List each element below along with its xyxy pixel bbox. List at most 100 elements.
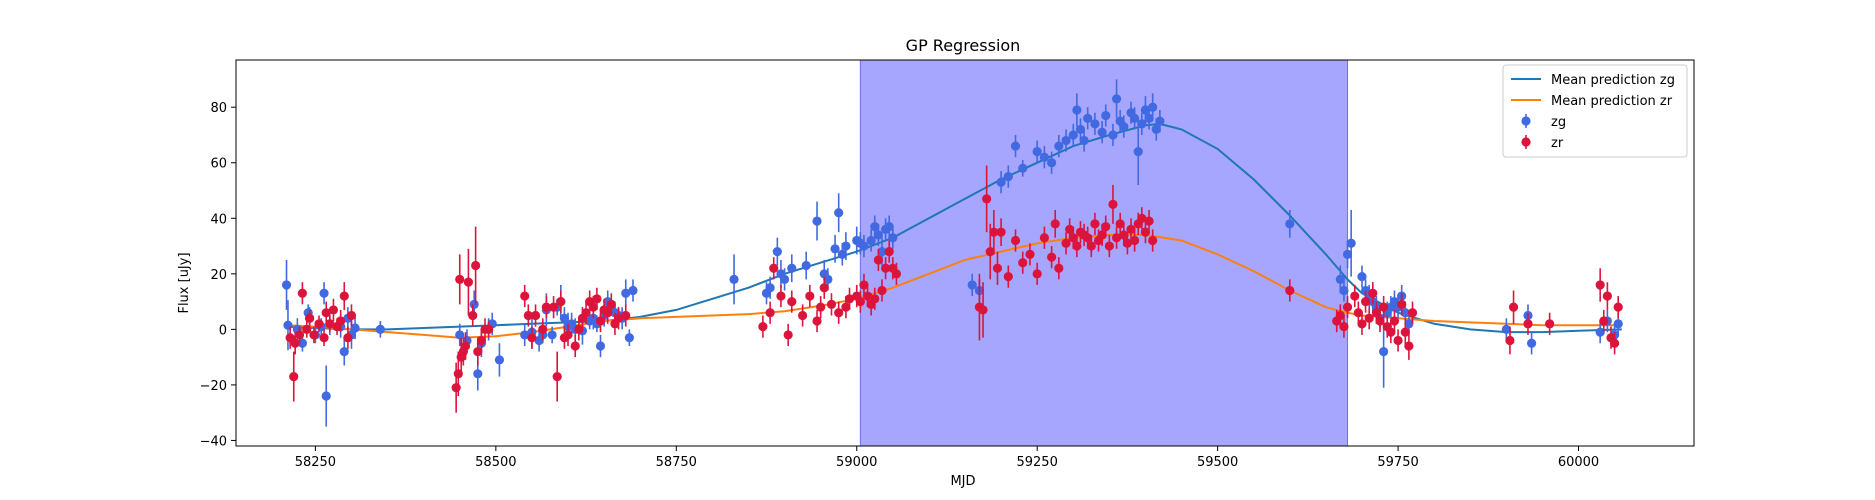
data-point-zg: [621, 288, 631, 298]
data-point-zg: [469, 299, 479, 309]
data-point-zr: [1386, 327, 1396, 337]
data-point-zr: [1144, 216, 1154, 226]
data-point-zr: [346, 310, 357, 321]
mean-line-zg: [286, 122, 1622, 334]
data-point-zr: [870, 294, 880, 304]
data-point-zr: [758, 321, 768, 332]
data-point-zg: [1285, 219, 1295, 229]
x-tick-label: 59500: [1197, 455, 1238, 470]
data-point-zg: [1613, 319, 1623, 329]
data-point-zr: [1360, 296, 1371, 307]
data-point-zg: [870, 222, 880, 232]
x-tick-label: 59000: [836, 455, 877, 470]
data-point-zr: [556, 296, 566, 307]
data-point-zr: [816, 302, 826, 312]
y-tick-label: 60: [210, 157, 227, 172]
data-point-zr: [1115, 219, 1125, 229]
data-point-zg: [1083, 113, 1093, 123]
data-point-zg: [1119, 122, 1129, 132]
data-point-zg: [1101, 110, 1111, 121]
data-point-zr: [787, 296, 797, 307]
data-point-zr: [844, 294, 855, 304]
data-point-zg: [1032, 147, 1042, 157]
data-point-zg: [1097, 127, 1107, 137]
data-point-zr: [765, 308, 775, 318]
data-point-zr: [314, 319, 324, 329]
data-point-zr: [297, 288, 308, 298]
data-point-zg: [559, 313, 570, 323]
data-point-zg: [321, 391, 331, 401]
data-point-zg: [873, 230, 883, 240]
data-point-zr: [460, 341, 471, 351]
x-tick-label: 58500: [475, 455, 516, 470]
data-point-zr: [305, 313, 315, 323]
data-point-zr: [819, 283, 829, 293]
data-point-zr: [1393, 335, 1403, 346]
data-point-zr: [1353, 308, 1363, 318]
data-point-zr: [1101, 222, 1111, 232]
x-tick-label: 59250: [1016, 455, 1057, 470]
data-point-zg: [1339, 285, 1349, 296]
data-point-zg: [1357, 272, 1367, 282]
data-point-zr: [1602, 291, 1612, 301]
data-point-zr: [321, 308, 331, 318]
data-point-zg: [319, 288, 329, 298]
data-point-zg: [1155, 116, 1165, 126]
data-point-zr: [1061, 238, 1071, 248]
data-point-zr: [834, 308, 844, 318]
data-point-zg: [1079, 135, 1089, 146]
data-point-zg: [1379, 346, 1389, 357]
data-point-zg: [812, 216, 822, 226]
data-point-zg: [455, 330, 465, 340]
data-point-zg: [1061, 135, 1071, 146]
y-axis-label: Flux [uJy]: [177, 252, 192, 313]
data-point-zr: [336, 316, 346, 326]
data-point-zr: [1104, 241, 1114, 251]
legend-marker-zr-points: [1521, 137, 1531, 147]
data-point-zr: [1285, 285, 1295, 296]
series-zr: [285, 165, 1623, 413]
data-point-zr: [302, 324, 312, 334]
data-point-zr: [613, 313, 624, 323]
data-point-zr: [805, 291, 815, 301]
data-point-zg: [283, 320, 293, 330]
data-point-zr: [1039, 233, 1049, 243]
data-point-zg: [547, 330, 557, 340]
data-point-zr: [1523, 319, 1533, 329]
data-point-zr: [1610, 338, 1620, 348]
data-point-zr: [471, 260, 481, 271]
data-point-zr: [451, 383, 461, 393]
data-point-zg: [866, 235, 876, 246]
data-point-zg: [1501, 324, 1511, 334]
data-point-zr: [985, 247, 995, 257]
data-point-zg: [1068, 130, 1078, 140]
data-point-zr: [1508, 302, 1519, 312]
data-point-zr: [621, 310, 631, 321]
data-point-zg: [1010, 141, 1021, 151]
data-point-zg: [779, 274, 790, 284]
data-point-zr: [1339, 321, 1349, 332]
data-point-zr: [343, 333, 353, 343]
data-point-zr: [1379, 302, 1389, 312]
data-point-zr: [563, 330, 573, 340]
data-point-zg: [595, 341, 606, 351]
y-tick-label: 80: [210, 101, 227, 116]
data-point-zr: [484, 324, 494, 334]
y-tick-label: 20: [210, 268, 227, 283]
data-point-zr: [468, 310, 478, 321]
data-point-zr: [1397, 299, 1407, 309]
data-point-zg: [1108, 130, 1118, 140]
data-point-zr: [1025, 249, 1035, 259]
data-point-zg: [884, 222, 894, 232]
plot-content: [281, 79, 1623, 427]
y-tick-label: −40: [200, 434, 227, 449]
data-point-zr: [826, 299, 837, 309]
legend-box: [1502, 64, 1688, 158]
data-point-zr: [1047, 252, 1057, 262]
data-point-zg: [888, 233, 898, 243]
data-point-zr: [339, 291, 349, 301]
legend-label-zg-points: zg: [1551, 115, 1566, 130]
data-point-zg: [1151, 124, 1161, 135]
data-point-zr: [1407, 308, 1418, 318]
data-point-zr: [1065, 224, 1075, 234]
